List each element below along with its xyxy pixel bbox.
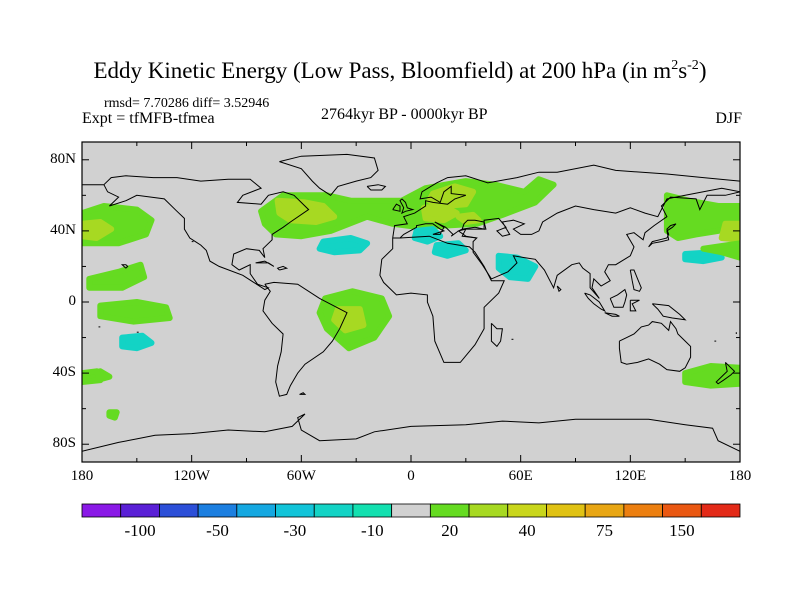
anomaly-region bbox=[700, 240, 740, 261]
coastline bbox=[399, 221, 477, 239]
coastline bbox=[392, 203, 401, 212]
anomaly-region bbox=[431, 240, 469, 259]
colorbar bbox=[81, 503, 741, 518]
coastline bbox=[648, 223, 677, 248]
coastline bbox=[556, 285, 562, 293]
colorbar-swatch bbox=[275, 503, 315, 518]
latitude-label: 40S bbox=[52, 364, 76, 381]
colorbar-swatch bbox=[159, 503, 199, 518]
colorbar-swatch bbox=[391, 503, 431, 518]
colorbar-label: 40 bbox=[518, 521, 536, 540]
longitude-label: 0 bbox=[407, 468, 415, 484]
colorbar-label: -50 bbox=[206, 521, 229, 540]
anomaly-region bbox=[86, 261, 148, 291]
map-background bbox=[82, 142, 740, 462]
coastline bbox=[490, 322, 503, 348]
latitude-label: 80S bbox=[52, 435, 76, 452]
latitude-label: 40N bbox=[50, 221, 76, 238]
anomaly-region bbox=[82, 368, 104, 385]
longitude-label: 180 bbox=[728, 468, 752, 484]
colorbar-swatch bbox=[546, 503, 586, 518]
coastline bbox=[103, 175, 310, 291]
colorbar-swatch bbox=[507, 503, 547, 518]
colorbar-swatch bbox=[197, 503, 238, 518]
title-superscript-2: 2 bbox=[671, 58, 679, 73]
coastline bbox=[279, 153, 379, 196]
colorbar-swatch bbox=[429, 503, 470, 518]
title-text: Eddy Kinetic Energy (Low Pass, Bloomfiel… bbox=[93, 58, 672, 83]
experiment-label: Expt = tfMFB-tfmea bbox=[82, 110, 215, 127]
coastline bbox=[618, 320, 692, 372]
coastline bbox=[120, 264, 129, 269]
anomaly-region bbox=[331, 306, 367, 334]
rmsd-diff-stats: rmsd= 7.70286 diff= 3.52946 bbox=[104, 96, 270, 111]
anomaly-region bbox=[82, 219, 115, 241]
colorbar-label: -10 bbox=[360, 521, 384, 540]
coastline bbox=[82, 413, 740, 452]
colorbar-swatch bbox=[236, 503, 276, 518]
colorbar-swatch bbox=[584, 503, 625, 518]
anomaly-region bbox=[97, 299, 173, 325]
anomaly-region bbox=[420, 203, 460, 224]
anomaly-region bbox=[106, 409, 120, 421]
colorbar-label: 75 bbox=[596, 521, 613, 540]
colorbar-label: 150 bbox=[669, 521, 695, 540]
anomaly-region bbox=[495, 252, 539, 282]
coastline bbox=[651, 303, 687, 321]
colorbar-swatch bbox=[120, 503, 160, 518]
colorbar-label: -100 bbox=[124, 521, 156, 540]
colorbar-swatch bbox=[662, 503, 702, 518]
coastline bbox=[255, 260, 275, 267]
coastline bbox=[379, 235, 505, 363]
title-superscript-neg2: -2 bbox=[687, 58, 699, 73]
anomaly-region bbox=[682, 363, 740, 389]
longitude-label: 60W bbox=[286, 468, 316, 484]
colorbar-swatch bbox=[81, 503, 122, 518]
anomaly-region bbox=[718, 220, 740, 243]
coastline bbox=[299, 392, 307, 395]
coastline bbox=[392, 164, 740, 239]
coastline bbox=[276, 265, 289, 271]
coastlines bbox=[82, 153, 740, 452]
coastline bbox=[609, 288, 628, 308]
chart-title: Eddy Kinetic Energy (Low Pass, Bloomfiel… bbox=[0, 58, 800, 84]
longitude-label: 120W bbox=[173, 468, 210, 484]
colorbar-label: 20 bbox=[441, 521, 459, 540]
longitude-label: 120E bbox=[614, 468, 647, 484]
latitude-label: 0 bbox=[68, 293, 77, 309]
season-label: DJF bbox=[715, 110, 742, 127]
coastline bbox=[262, 281, 348, 397]
colorbar-swatch bbox=[468, 503, 509, 518]
title-unit-s: s bbox=[678, 58, 688, 83]
colorbar-swatch bbox=[313, 503, 354, 518]
coastline bbox=[399, 198, 415, 215]
coastline bbox=[457, 187, 740, 299]
time-period-label: 2764kyr BP - 0000kyr BP bbox=[321, 106, 488, 123]
anomaly-region bbox=[119, 332, 155, 352]
anomaly-region bbox=[411, 226, 444, 245]
coastline bbox=[604, 312, 620, 317]
anomaly-region bbox=[455, 211, 482, 225]
longitude-label: 180 bbox=[70, 468, 94, 484]
latitude-label: 80N bbox=[50, 150, 76, 167]
coastline bbox=[715, 362, 736, 385]
coastline bbox=[629, 269, 642, 292]
coastline bbox=[461, 219, 487, 230]
colorbar-swatch bbox=[352, 503, 393, 518]
longitude-label: 60E bbox=[508, 468, 533, 484]
map-ticks bbox=[81, 142, 741, 462]
coastline bbox=[629, 299, 640, 312]
colorbar-swatch bbox=[623, 503, 663, 518]
anomaly-region bbox=[316, 235, 371, 256]
colorbar-swatch bbox=[700, 503, 741, 518]
coastline bbox=[584, 292, 607, 313]
title-close-paren: ) bbox=[698, 58, 707, 83]
colorbar-label: -30 bbox=[283, 521, 307, 540]
coastline bbox=[366, 184, 387, 191]
